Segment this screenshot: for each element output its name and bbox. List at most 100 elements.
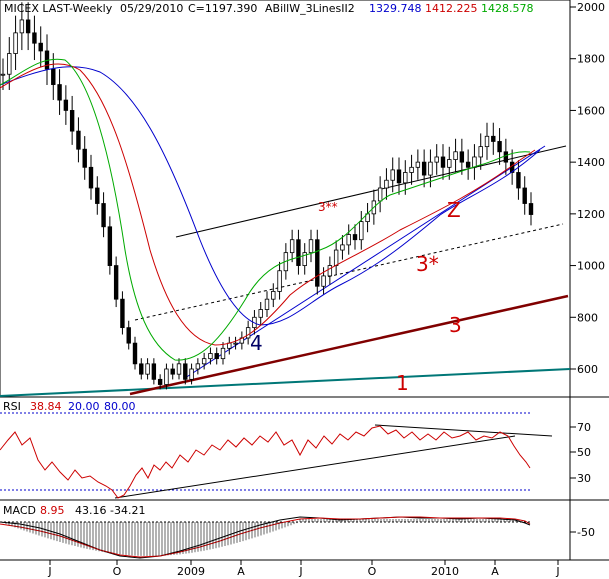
price-tick-label: 1400: [577, 156, 605, 169]
bar-body: [421, 161, 427, 176]
trend-lines: [0, 145, 571, 397]
ma-red-line: [0, 63, 536, 346]
bar-body: [516, 172, 521, 189]
ma-blue-line: [0, 66, 541, 326]
bar-body: [333, 249, 339, 266]
bar-body: [19, 19, 25, 34]
bar-body: [447, 159, 452, 168]
price-tick-label: 1600: [577, 104, 605, 117]
main-panel: [0, 0, 609, 561]
bar-body: [120, 298, 125, 329]
header-indicator: ABillW_3LinesII2: [265, 2, 355, 15]
wave-label-4: 4: [250, 331, 263, 355]
bar-body: [7, 53, 12, 75]
bar-body: [390, 169, 395, 181]
bar-body: [25, 19, 31, 34]
macd-panel: -50 MACD 8.95 43.16 -34.21: [0, 504, 595, 559]
bar-body: [82, 148, 87, 168]
price-tick-label: 1200: [577, 208, 605, 221]
x-tick-label: 2009: [177, 565, 205, 578]
chart-header: MICEX LAST-Weekly 05/29/2010 C=1197.390 …: [4, 2, 534, 15]
bar-body: [113, 265, 119, 300]
price-tick-label: 2000: [577, 1, 605, 14]
x-axis: J O 2009 A J O 2010 A J: [47, 560, 560, 578]
bar-body: [208, 353, 213, 360]
bar-body: [271, 291, 276, 300]
x-tick-label: O: [368, 565, 377, 578]
bar-body: [107, 226, 113, 266]
bar-body: [289, 239, 295, 254]
bar-body: [176, 363, 182, 375]
bar-body: [32, 32, 37, 44]
bar-body: [497, 141, 502, 153]
bar-body: [453, 151, 458, 160]
wave-label-1: 1: [396, 371, 409, 395]
bar-body: [459, 151, 465, 163]
macd-hist-area: [0, 516, 531, 559]
bar-body: [145, 363, 150, 375]
bar-body: [409, 166, 414, 173]
bar-body: [201, 358, 207, 365]
rsi-tick-50: 50: [577, 446, 591, 459]
bar-body: [403, 172, 408, 184]
header-value-green: 1428.578: [481, 2, 534, 15]
trendline-3: [129, 294, 569, 396]
rsi-lower: 20.00: [68, 400, 100, 413]
bar-body: [321, 275, 326, 287]
macd-signal: 43.16: [75, 504, 107, 517]
bar-body: [157, 378, 163, 385]
bar-body: [164, 368, 169, 385]
bar-body: [57, 84, 62, 101]
bar-body: [340, 244, 345, 251]
x-tick-label: J: [555, 565, 559, 578]
bar-body: [38, 42, 43, 52]
bar-body: [472, 156, 477, 168]
price-axis: 2000 1800 1600 1400 1200 1000 800 600: [570, 1, 605, 376]
bar-body: [428, 161, 433, 176]
trendline-3-star: [134, 223, 564, 321]
bar-body: [352, 234, 358, 241]
bar-body: [126, 327, 131, 344]
bar-body: [101, 203, 106, 228]
wave-label-3-star-star: 3**: [318, 200, 338, 214]
macd-value: 8.95: [40, 504, 65, 517]
bar-body: [522, 187, 527, 204]
bar-body: [503, 151, 509, 163]
wave-label-z: Z: [447, 198, 461, 222]
macd-line: [0, 516, 531, 558]
macd-tick-minus-50: -50: [577, 526, 595, 539]
bar-body: [95, 187, 100, 204]
bar-body: [264, 298, 270, 310]
bar-body: [384, 179, 389, 189]
bar-body: [277, 270, 282, 292]
bar-body: [51, 68, 56, 85]
bar-body: [434, 156, 439, 163]
x-tick-label: A: [491, 565, 499, 578]
bar-body: [245, 327, 251, 339]
bar-body: [233, 342, 238, 345]
x-tick-label: J: [298, 565, 302, 578]
bar-body: [132, 342, 138, 365]
header-value-red: 1412.225: [425, 2, 478, 15]
x-tick-label: J: [47, 565, 51, 578]
bar-body: [220, 347, 226, 360]
trendline-3-star-star: [175, 145, 567, 238]
header-close: C=1197.390: [188, 2, 257, 15]
bar-body: [377, 187, 383, 202]
bar-body: [170, 368, 175, 375]
wave-label-3: 3: [449, 313, 462, 337]
macd-hist: -34.21: [110, 504, 145, 517]
bar-body: [189, 368, 194, 380]
bar-body: [183, 363, 188, 380]
bar-body: [195, 363, 201, 370]
rsi-tick-70: 70: [577, 421, 591, 434]
rsi-panel: 70 50 30 RSI 38.84 20.00 80.00: [0, 400, 591, 499]
ma-green-line: [0, 58, 531, 361]
bar-body: [0, 73, 6, 76]
price-tick-label: 1000: [577, 260, 605, 273]
bar-body: [359, 221, 364, 241]
x-tick-label: A: [237, 565, 245, 578]
rsi-trend-down: [374, 424, 553, 437]
bar-body: [13, 32, 18, 54]
bar-body: [296, 239, 301, 266]
